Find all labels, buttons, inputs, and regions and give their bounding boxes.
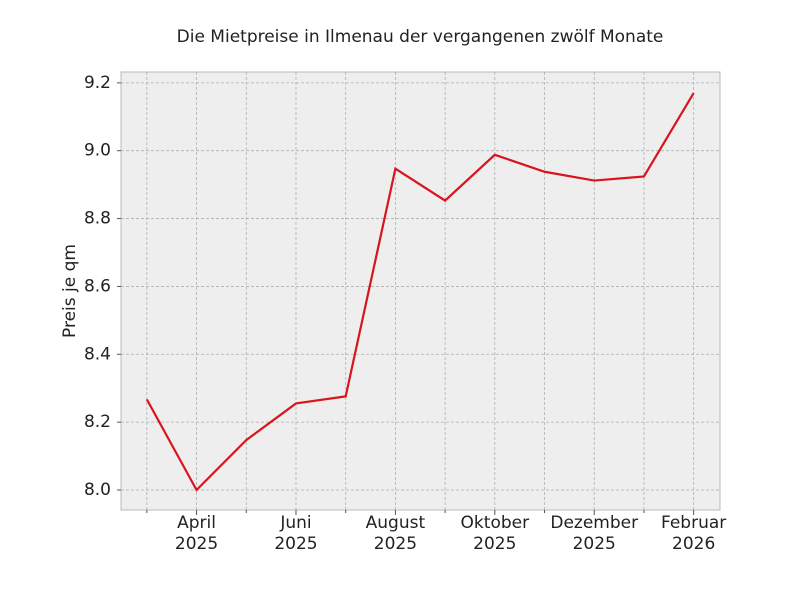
x-tick-label: April 2025 [174, 513, 219, 554]
chart-title: Die Mietpreise in Ilmenau der vergangene… [177, 27, 664, 47]
x-tick-label: Februar 2026 [661, 513, 727, 554]
line-series [145, 92, 695, 492]
x-tick-label: Oktober 2025 [460, 513, 530, 554]
y-tick-label: 8.6 [84, 276, 111, 296]
y-axis-label: Preis je qm [60, 244, 80, 338]
x-tick-label: Juni 2025 [274, 513, 318, 554]
y-tick-label: 8.8 [84, 209, 111, 229]
x-tick-label: Dezember 2025 [550, 513, 639, 554]
y-tick-label: 9.2 [84, 73, 111, 93]
x-tick-label: August 2025 [365, 513, 426, 554]
plot-area [120, 71, 721, 511]
y-tick-label: 8.4 [84, 344, 111, 364]
y-tick-label: 9.0 [84, 141, 111, 161]
y-tick-label: 8.2 [84, 412, 111, 432]
y-tick-label: 8.0 [84, 480, 111, 500]
